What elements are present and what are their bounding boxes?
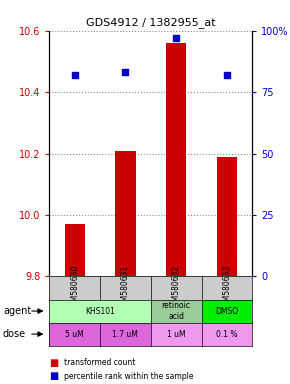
Text: GSM580630: GSM580630 <box>70 265 79 311</box>
Text: ■: ■ <box>49 358 59 368</box>
Text: KHS101: KHS101 <box>85 306 115 316</box>
Point <box>174 35 179 41</box>
Text: DMSO: DMSO <box>215 306 238 316</box>
Text: dose: dose <box>3 329 26 339</box>
Text: transformed count: transformed count <box>64 358 135 367</box>
Text: 1.7 uM: 1.7 uM <box>113 329 138 339</box>
Bar <box>64 224 85 276</box>
Text: percentile rank within the sample: percentile rank within the sample <box>64 372 193 381</box>
Text: GSM580632: GSM580632 <box>172 265 181 311</box>
Text: GSM580631: GSM580631 <box>121 265 130 311</box>
Text: agent: agent <box>3 306 31 316</box>
Text: GSM580633: GSM580633 <box>222 265 231 311</box>
Text: retinoic
acid: retinoic acid <box>162 301 191 321</box>
Point <box>224 72 229 78</box>
Text: 5 uM: 5 uM <box>65 329 84 339</box>
Bar <box>166 43 186 276</box>
Title: GDS4912 / 1382955_at: GDS4912 / 1382955_at <box>86 17 215 28</box>
Point <box>72 72 77 78</box>
Bar <box>115 151 136 276</box>
Bar <box>217 157 237 276</box>
Text: 0.1 %: 0.1 % <box>216 329 238 339</box>
Point <box>123 70 128 76</box>
Text: 1 uM: 1 uM <box>167 329 186 339</box>
Text: ■: ■ <box>49 371 59 381</box>
